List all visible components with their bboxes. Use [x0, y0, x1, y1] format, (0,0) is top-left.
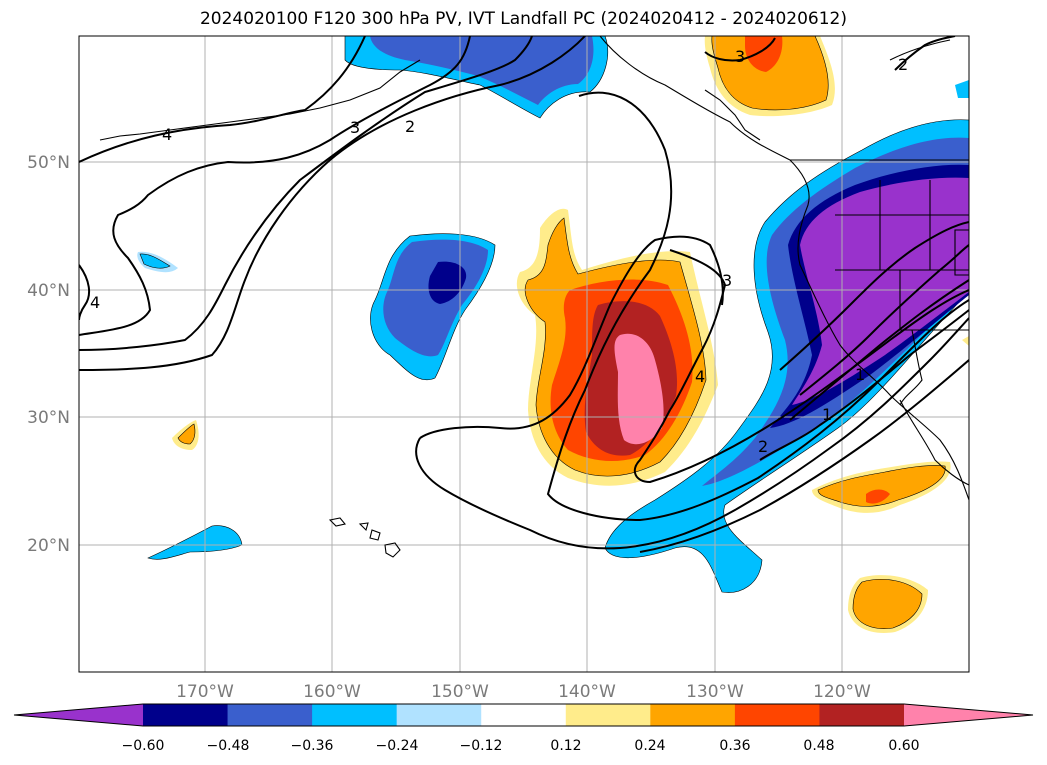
colorbar-segment [734, 704, 820, 726]
contour-label: 3 [350, 118, 360, 137]
pv-positive-shading [172, 36, 969, 634]
lat-label: 50°N [27, 153, 70, 173]
contour-label: 4 [162, 125, 172, 144]
lon-label: 160°W [303, 682, 361, 702]
colorbar-extend-low [14, 704, 143, 726]
contour-label: 3 [735, 47, 745, 66]
colorbar-tick-label: −0.24 [376, 738, 419, 754]
colorbar-tick-label: 0.24 [634, 738, 665, 754]
contour-label: 1 [822, 405, 832, 424]
colorbar-tick-label: 0.12 [550, 738, 581, 754]
colorbar-segment [227, 704, 313, 726]
map-title: 2024020100 F120 300 hPa PV, IVT Landfall… [199, 9, 847, 29]
contour-label: 2 [898, 55, 908, 74]
colorbar-segment [481, 704, 567, 726]
colorbar-extend-high [904, 704, 1033, 726]
contour-label: 4 [695, 367, 705, 386]
lon-label: 120°W [813, 682, 871, 702]
longitude-labels: 170°W 160°W 150°W 140°W 130°W 120°W [176, 682, 871, 702]
colorbar-segment [143, 704, 229, 726]
contour-label: 4 [90, 293, 100, 312]
lat-label: 20°N [27, 536, 70, 556]
colorbar-ticks: −0.60 −0.48 −0.36 −0.24 −0.12 0.12 0.24 … [122, 738, 920, 754]
colorbar-tick-label: 0.48 [803, 738, 834, 754]
lon-label: 130°W [686, 682, 744, 702]
lon-label: 150°W [431, 682, 489, 702]
lat-label: 30°N [27, 408, 70, 428]
graticule [79, 36, 969, 672]
colorbar-tick-label: −0.12 [460, 738, 503, 754]
contour-label: 2 [405, 117, 415, 136]
contour-labels: 4 3 2 3 2 4 3 2 4 2 1 1 [90, 47, 908, 456]
map-frame [78, 35, 970, 673]
colorbar-outline [13, 703, 1034, 727]
latitude-labels: 50°N 40°N 30°N 20°N [27, 153, 70, 556]
map-area: 4 3 2 3 2 4 3 2 4 2 1 1 [79, 36, 969, 672]
colorbar-segment [396, 704, 482, 726]
colorbar-tick-label: 0.60 [888, 738, 919, 754]
colorbar-segment [565, 704, 651, 726]
contour-lines [79, 36, 969, 553]
colorbar-tick-label: −0.48 [207, 738, 250, 754]
colorbar [13, 703, 1034, 727]
lon-label: 170°W [176, 682, 234, 702]
contour-label: 2 [758, 437, 768, 456]
colorbar-tick-label: −0.60 [122, 738, 165, 754]
lon-label: 140°W [558, 682, 616, 702]
colorbar-segment [819, 704, 905, 726]
colorbar-segment [650, 704, 736, 726]
contour-label: 3 [722, 271, 732, 290]
colorbar-tick-label: 0.36 [719, 738, 750, 754]
colorbar-segment [312, 704, 398, 726]
lat-label: 40°N [27, 281, 70, 301]
colorbar-tick-label: −0.36 [291, 738, 334, 754]
contour-label: 1 [855, 365, 865, 384]
